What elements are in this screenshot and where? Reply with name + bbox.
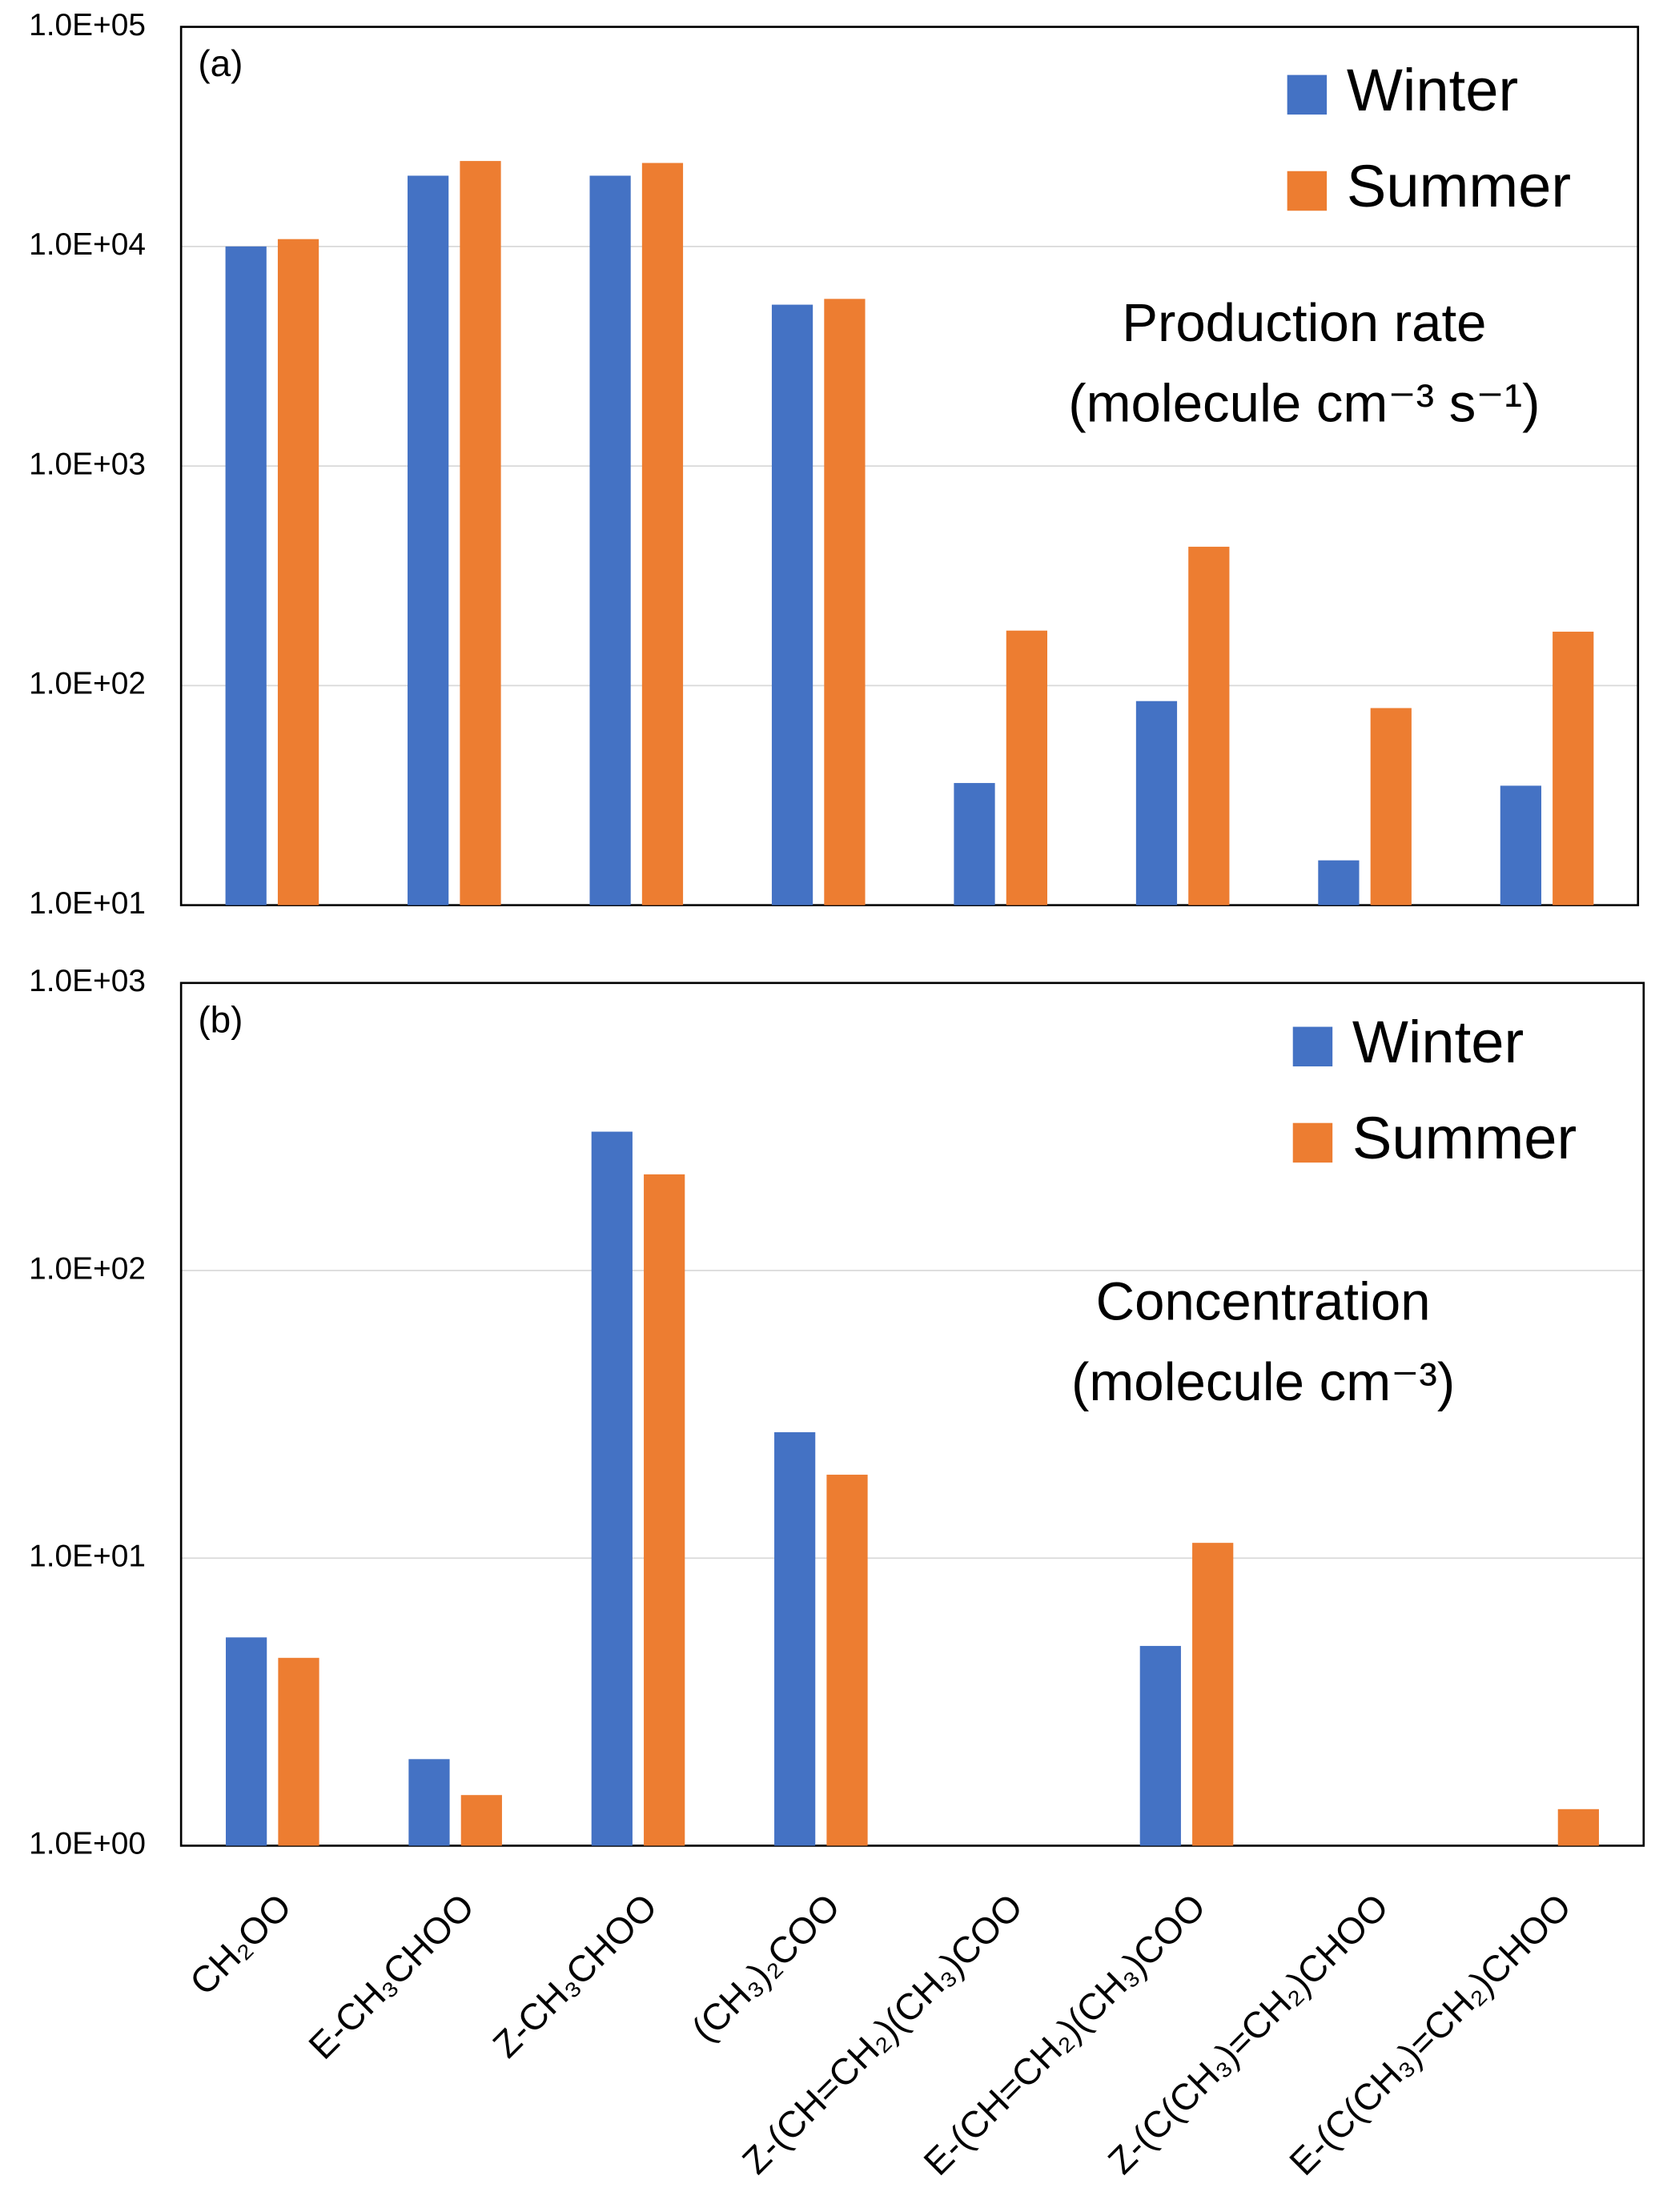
annotation: Concentration: [1096, 1271, 1431, 1331]
bar: [1318, 860, 1360, 905]
y-tick-label: 1.0E+01: [29, 886, 146, 921]
annotation: (molecule cm⁻³): [1071, 1352, 1455, 1412]
y-tick-label: 1.0E+03: [29, 964, 146, 998]
y-tick-label: 1.0E+02: [29, 667, 146, 701]
y-tick-label: 1.0E+03: [29, 447, 146, 481]
bar: [1500, 785, 1541, 905]
bar: [954, 783, 995, 905]
bar: [460, 1795, 502, 1846]
legend-label: Summer: [1347, 153, 1571, 219]
legend-label: Winter: [1347, 57, 1518, 123]
bar: [644, 1174, 685, 1846]
bar: [1370, 708, 1412, 905]
legend-swatch: [1292, 1122, 1333, 1163]
x-tick-label: CH₂OO: [182, 1885, 299, 2003]
y-tick-label: 1.0E+00: [29, 1827, 146, 1861]
bar: [1188, 546, 1230, 905]
bar: [278, 1657, 319, 1846]
bar: [408, 1759, 450, 1846]
bar: [589, 175, 631, 905]
x-tick-label: Z-CH₃CHOO: [484, 1885, 665, 2065]
x-tick-label: E-CH₃CHOO: [300, 1885, 482, 2067]
bar: [591, 1131, 633, 1846]
bar: [408, 175, 449, 905]
bar: [774, 1431, 816, 1846]
panel-label: (a): [198, 42, 243, 84]
legend-label: Winter: [1352, 1009, 1524, 1075]
legend-label: Summer: [1352, 1105, 1577, 1171]
legend-swatch: [1287, 171, 1328, 211]
bar: [824, 299, 866, 905]
y-tick-label: 1.0E+05: [29, 8, 146, 42]
y-tick-label: 1.0E+02: [29, 1251, 146, 1286]
annotation: Production rate: [1122, 293, 1486, 353]
bar: [226, 1637, 267, 1846]
bar: [1192, 1543, 1234, 1846]
panel-label: (b): [198, 998, 243, 1040]
bar: [460, 161, 501, 905]
bar: [826, 1475, 868, 1846]
bar: [1006, 630, 1047, 905]
bar: [1139, 1645, 1181, 1846]
x-tick-label: (CH₃)₂COO: [684, 1885, 848, 2049]
bar: [771, 304, 813, 905]
y-tick-label: 1.0E+04: [29, 227, 146, 262]
y-tick-label: 1.0E+01: [29, 1539, 146, 1573]
bar: [277, 239, 319, 905]
legend-swatch: [1287, 74, 1328, 115]
legend-swatch: [1292, 1026, 1333, 1067]
bar: [641, 163, 684, 905]
plot-frame: [179, 26, 1640, 906]
bar: [1557, 1809, 1599, 1846]
plot-frame: [179, 982, 1645, 1847]
bar: [1135, 701, 1178, 905]
bar: [225, 246, 267, 905]
annotation: (molecule cm⁻³ s⁻¹): [1068, 374, 1540, 434]
bar: [1553, 632, 1594, 905]
